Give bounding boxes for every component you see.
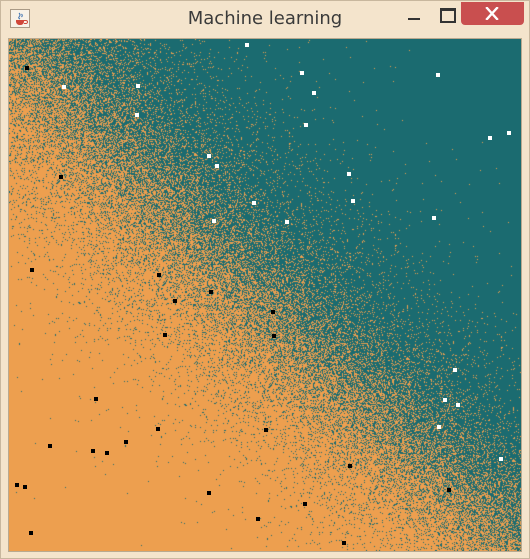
black-point [48,444,52,448]
black-point [30,268,34,272]
black-point [272,334,276,338]
white-point [312,91,316,95]
white-point [245,43,249,47]
white-point [347,172,351,176]
black-point [348,464,352,468]
white-point [432,216,436,220]
close-icon [485,7,499,20]
black-point [59,175,63,179]
black-point [157,273,161,277]
white-point [300,71,304,75]
black-point [124,440,128,444]
white-point [212,219,216,223]
white-point [443,398,447,402]
black-point [15,483,19,487]
decision-field [9,39,521,551]
white-point [304,123,308,127]
white-point [507,131,511,135]
black-point [342,541,346,545]
black-point [209,290,213,294]
black-point [163,333,167,337]
black-point [94,397,98,401]
close-button[interactable] [461,2,524,25]
white-point [351,199,355,203]
white-point [207,154,211,158]
white-point [456,403,460,407]
white-point [453,368,457,372]
black-point [207,491,211,495]
white-point [488,136,492,140]
black-point [271,310,275,314]
black-point [91,449,95,453]
black-point [173,299,177,303]
white-point [499,457,503,461]
black-point [25,66,29,70]
java-cup-icon[interactable] [10,9,30,28]
white-point [62,85,66,89]
window-title: Machine learning [187,8,343,29]
black-point [23,485,27,489]
white-point [436,73,440,77]
white-point [136,84,140,88]
black-point [156,427,160,431]
classification-canvas[interactable] [8,38,522,552]
black-point [256,517,260,521]
black-point [264,428,268,432]
black-point [303,502,307,506]
white-point [135,113,139,117]
white-point [215,164,219,168]
black-point [29,531,33,535]
minimize-button[interactable] [400,2,428,26]
white-point [437,425,441,429]
maximize-button[interactable] [432,2,460,26]
minimize-icon [408,18,420,20]
white-point [252,201,256,205]
white-point [285,220,289,224]
maximize-icon [440,8,456,23]
title-bar[interactable]: Machine learning [1,1,529,35]
black-point [447,488,451,492]
black-point [105,451,109,455]
